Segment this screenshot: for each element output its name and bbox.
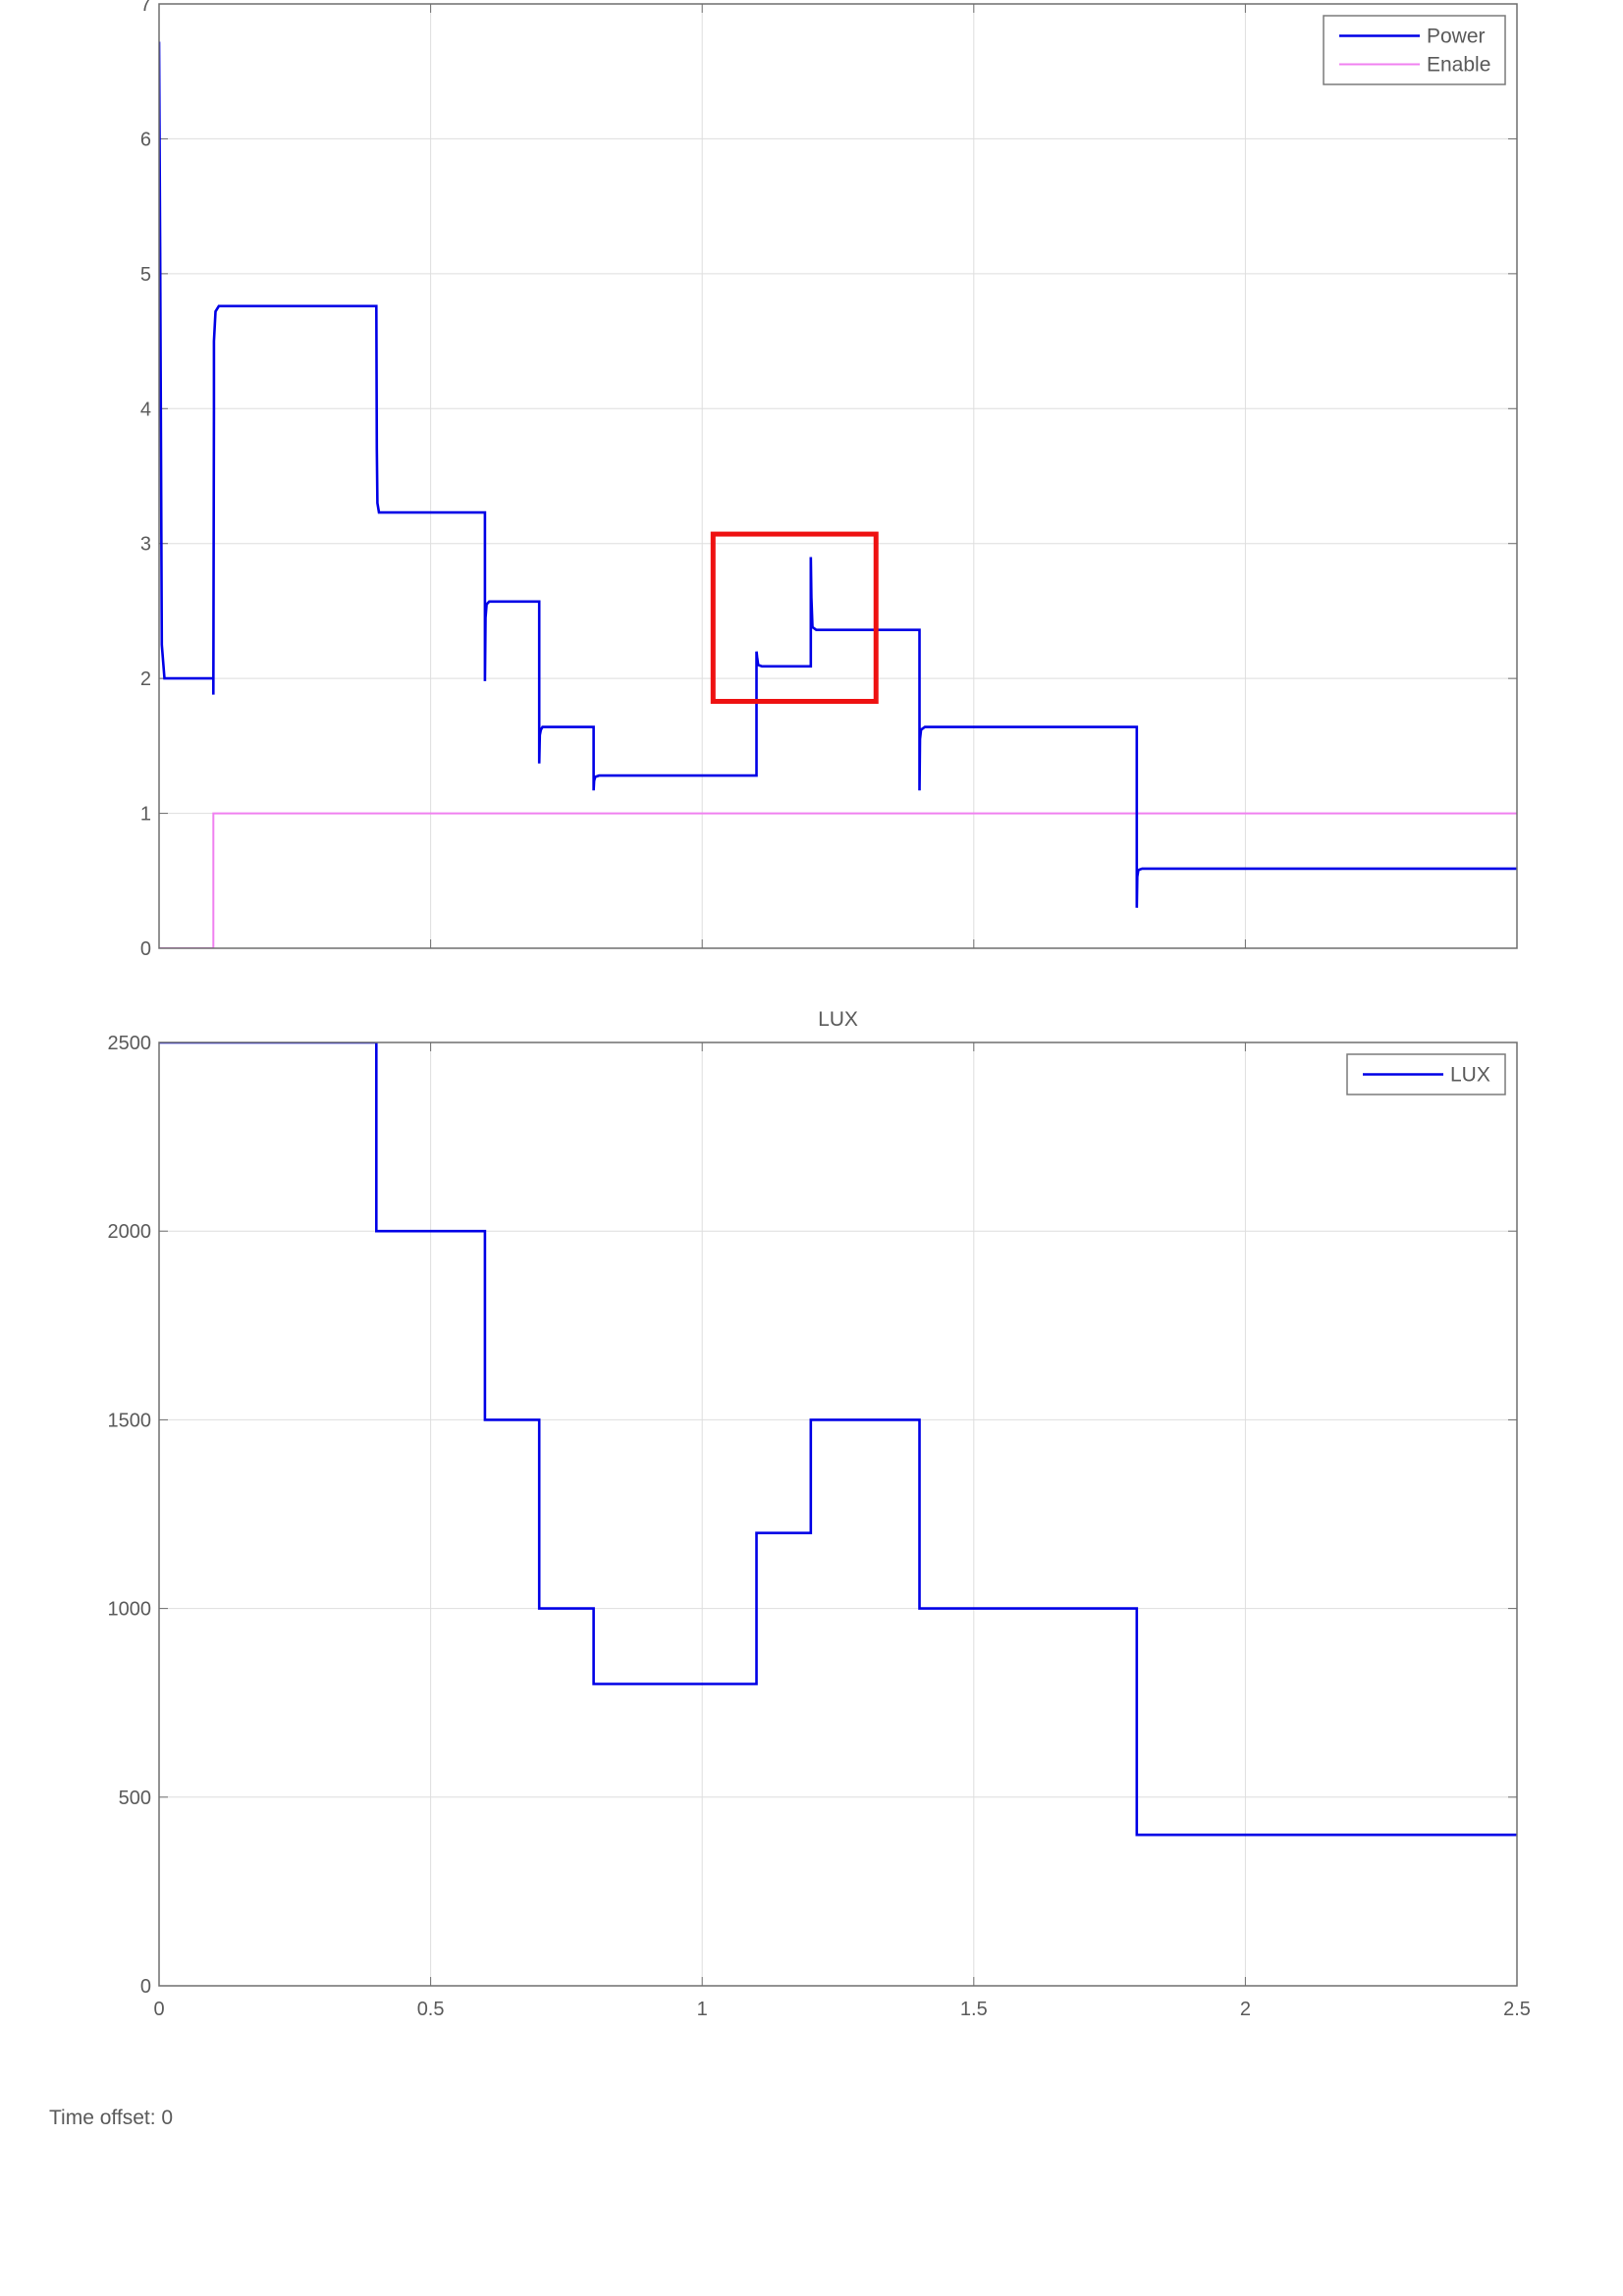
axes-box [158,1041,1518,1987]
axes-box [158,3,1518,949]
power-enable-plot: 0 1 2 3 4 5 6 7 Power Enable [140,0,1518,960]
x-tick-label: 1.5 [960,1999,988,2020]
y-tick-label: 2 [140,668,151,690]
legend-label-lux: LUX [1450,1064,1490,1087]
y-tick-label: 1500 [108,1410,152,1431]
legend-label-power: Power [1427,26,1486,48]
x-tick-label: 0 [153,1999,164,2020]
series-line-power [159,41,1517,908]
series-line-enable [159,812,1517,948]
y-tick-label: 0 [140,1976,151,1998]
legend-box [1323,15,1506,85]
y-tick-label: 1000 [108,1599,152,1621]
y-tick-label: 1 [140,804,151,826]
y-tick-label: 500 [119,1788,151,1809]
y-tick-label: 7 [140,0,151,16]
y-tick-label: 3 [140,534,151,556]
plot-area [159,1042,1517,1986]
y-tick-label: 4 [140,399,151,420]
plot-area [159,4,1517,948]
plot-title: LUX [818,1008,858,1031]
highlight-rectangle [710,531,879,705]
x-tick-label: 2 [1240,1999,1251,2020]
y-tick-label: 5 [140,264,151,286]
x-tick-label: 0.5 [417,1999,445,2020]
lux-plot: 0 500 1000 1500 2000 2500 0 0.5 1 1.5 2 2.5 LUX LUX [108,1008,1531,2020]
y-tick-label: 0 [140,938,151,960]
legend-label-enable: Enable [1427,54,1490,77]
x-tick-label: 2.5 [1503,1999,1531,2020]
time-offset-label: Time offset: 0 [49,2107,174,2129]
y-tick-label: 6 [140,129,151,150]
x-tick-label: 1 [697,1999,708,2020]
series-line-lux [159,1042,1517,1837]
y-tick-label: 2500 [108,1033,152,1054]
legend: Power Enable [1323,15,1506,85]
legend: LUX [1346,1053,1506,1095]
y-tick-label: 2000 [108,1221,152,1243]
